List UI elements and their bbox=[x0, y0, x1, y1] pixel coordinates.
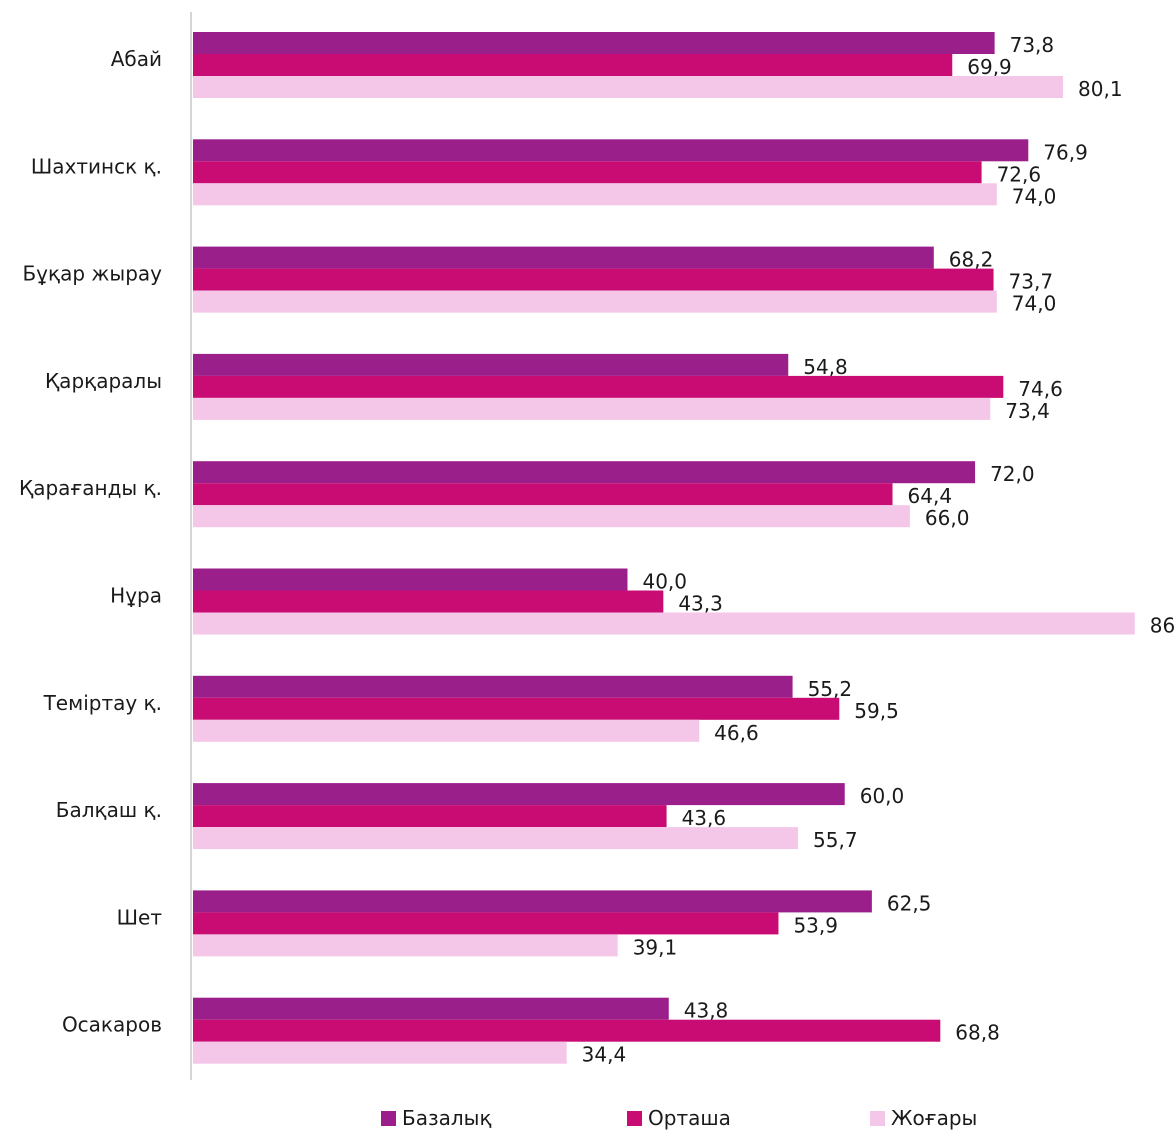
category-label: Шет bbox=[117, 905, 163, 929]
data-label: 34,4 bbox=[582, 1043, 627, 1067]
bar bbox=[193, 590, 664, 613]
category-label: Қарқаралы bbox=[45, 369, 162, 393]
bar bbox=[193, 997, 669, 1020]
bar bbox=[193, 505, 910, 528]
bar bbox=[193, 483, 893, 506]
data-label: 43,8 bbox=[684, 999, 729, 1023]
bar bbox=[193, 719, 700, 742]
bar bbox=[193, 890, 872, 913]
bar bbox=[193, 246, 934, 269]
data-label: 60,0 bbox=[860, 784, 905, 808]
data-label: 86,7 bbox=[1150, 614, 1174, 638]
data-label: 66,0 bbox=[925, 506, 970, 530]
data-label: 54,8 bbox=[803, 355, 848, 379]
category-label: Нұра bbox=[110, 584, 162, 608]
data-label: 59,5 bbox=[854, 699, 899, 723]
bar bbox=[193, 805, 667, 828]
category-label: Осакаров bbox=[62, 1013, 162, 1037]
data-label: 74,0 bbox=[1012, 292, 1057, 316]
bar bbox=[193, 54, 953, 76]
category-label: Абай bbox=[111, 47, 162, 71]
data-label: 40,0 bbox=[642, 570, 687, 594]
data-label: 73,7 bbox=[1009, 270, 1054, 294]
bar bbox=[193, 912, 779, 935]
bar bbox=[193, 76, 1064, 98]
bar bbox=[193, 675, 793, 698]
bar bbox=[193, 397, 991, 420]
data-label: 53,9 bbox=[793, 913, 838, 937]
chart-legend: Базалық Орташа Жоғары bbox=[0, 1106, 1174, 1133]
data-label: 62,5 bbox=[887, 891, 932, 915]
data-label: 64,4 bbox=[908, 484, 953, 508]
legend-item-ortasha: Орташа bbox=[627, 1106, 731, 1130]
category-label: Балқаш қ. bbox=[56, 798, 162, 822]
legend-swatch-ortasha bbox=[627, 1110, 642, 1126]
legend-label-ortasha: Орташа bbox=[648, 1106, 731, 1130]
category-label: Бұқар жырау bbox=[22, 262, 162, 286]
bar bbox=[193, 827, 799, 850]
bar bbox=[193, 612, 1135, 635]
bar bbox=[193, 934, 618, 957]
data-label: 39,1 bbox=[633, 935, 678, 959]
data-label: 68,2 bbox=[949, 248, 994, 272]
data-label: 69,9 bbox=[967, 55, 1012, 79]
data-label: 73,4 bbox=[1005, 399, 1050, 423]
bar bbox=[193, 290, 997, 313]
bar bbox=[193, 1019, 941, 1042]
bar bbox=[193, 268, 994, 291]
bar bbox=[193, 161, 982, 184]
data-label: 55,2 bbox=[808, 677, 853, 701]
bar bbox=[193, 375, 1004, 398]
data-label: 43,3 bbox=[678, 592, 723, 616]
bar bbox=[193, 183, 997, 206]
data-label: 43,6 bbox=[682, 806, 727, 830]
data-label: 55,7 bbox=[813, 828, 858, 852]
category-label: Шахтинск қ. bbox=[31, 154, 162, 178]
data-label: 73,8 bbox=[1010, 33, 1055, 57]
data-label: 80,1 bbox=[1078, 77, 1123, 101]
bar bbox=[193, 353, 789, 376]
legend-item-zhogary: Жоғары bbox=[870, 1106, 977, 1130]
data-label: 68,8 bbox=[955, 1021, 1000, 1045]
data-label: 74,0 bbox=[1012, 184, 1057, 208]
legend-swatch-bazalyk bbox=[381, 1110, 396, 1126]
data-label: 46,6 bbox=[714, 721, 759, 745]
legend-swatch-zhogary bbox=[870, 1110, 885, 1126]
data-label: 74,6 bbox=[1018, 377, 1063, 401]
bar bbox=[193, 697, 840, 720]
bar bbox=[193, 461, 976, 484]
data-label: 76,9 bbox=[1043, 140, 1088, 164]
legend-item-bazalyk: Базалық bbox=[381, 1106, 492, 1130]
legend-label-bazalyk: Базалық bbox=[402, 1106, 492, 1130]
data-label: 72,6 bbox=[997, 162, 1042, 186]
category-label: Теміртау қ. bbox=[43, 691, 162, 715]
bar bbox=[193, 568, 628, 591]
bar bbox=[193, 783, 845, 806]
data-label: 72,0 bbox=[990, 462, 1035, 486]
category-label: Қарағанды қ. bbox=[19, 476, 162, 500]
bar bbox=[193, 139, 1029, 162]
bar bbox=[193, 1041, 567, 1064]
legend-label-zhogary: Жоғары bbox=[891, 1106, 978, 1130]
bar bbox=[193, 32, 995, 54]
